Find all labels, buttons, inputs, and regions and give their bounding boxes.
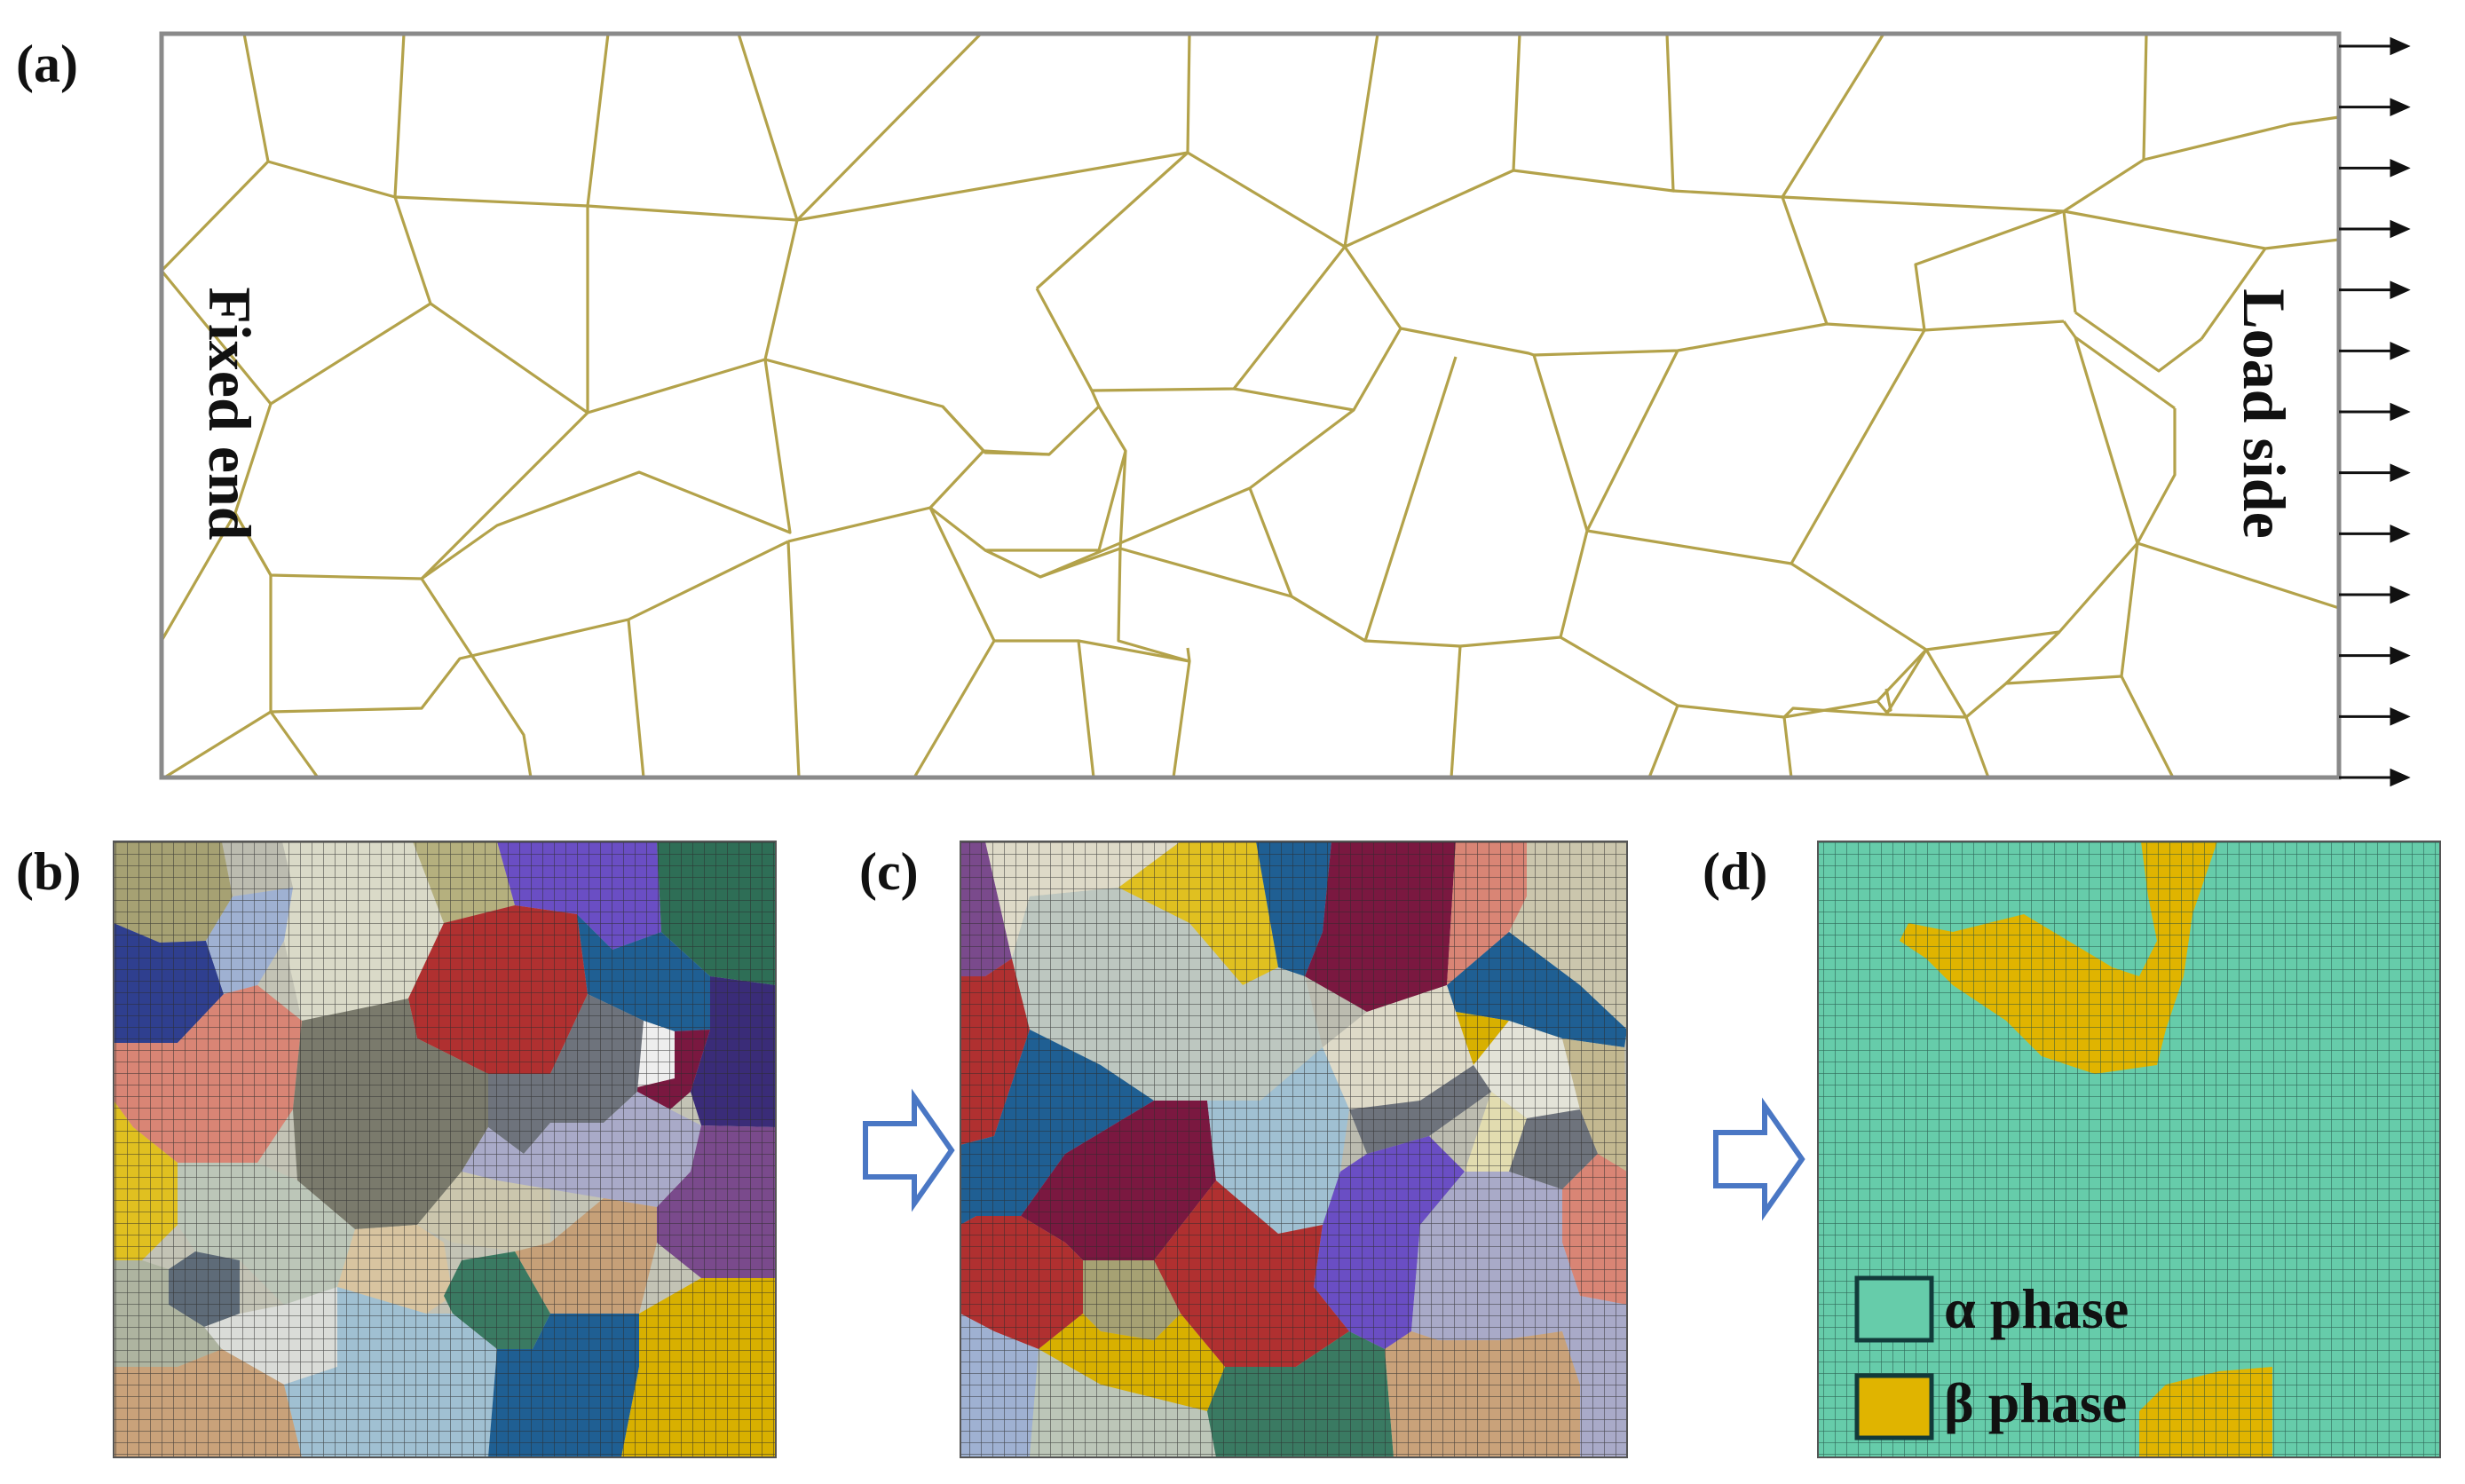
panel-d: (d) α phase β phase <box>1703 841 2441 1458</box>
flow-arrow-icon <box>1713 1097 1805 1221</box>
panel-a-frame <box>159 31 2342 780</box>
load-arrow-icon <box>2390 646 2411 665</box>
panel-c-mesh <box>960 841 1627 1457</box>
load-arrow-icon <box>2390 768 2411 787</box>
load-arrow-icon <box>2390 280 2411 299</box>
legend-label-alpha: α phase <box>1944 1277 2129 1340</box>
grain-boundaries <box>162 34 2339 778</box>
panel-b-mesh <box>114 841 776 1457</box>
load-arrow-icon <box>2390 219 2411 239</box>
panel-c-frame <box>960 841 1628 1458</box>
panel-c: (c) <box>859 841 1628 1458</box>
panel-a: (a) <box>16 31 2411 787</box>
load-arrow-icon <box>2390 159 2411 178</box>
load-arrow-icon <box>2390 342 2411 360</box>
legend-swatch-beta <box>1854 1373 1934 1441</box>
panel-b-label: (b) <box>16 842 81 901</box>
load-side-label: Load side <box>2231 288 2298 539</box>
panel-b: (b) <box>16 841 777 1458</box>
load-arrow-icon <box>2390 707 2411 726</box>
panel-d-label: (d) <box>1703 842 1767 901</box>
load-arrow-icon <box>2390 98 2411 116</box>
panel-d-frame <box>1817 841 2441 1458</box>
load-arrow-icon <box>2390 463 2411 482</box>
load-arrows <box>2339 36 2411 787</box>
panel-a-label: (a) <box>16 35 78 93</box>
panel-c-label: (c) <box>859 842 919 901</box>
legend: α phase β phase <box>1854 1275 2129 1441</box>
panel-b-frame <box>113 841 777 1458</box>
load-arrow-icon <box>2390 36 2411 56</box>
load-arrow-icon <box>2390 585 2411 604</box>
legend-label-beta: β phase <box>1944 1371 2127 1434</box>
flow-arrow-icon <box>863 1088 955 1212</box>
panel-a-background <box>162 34 2339 778</box>
panel-d-mesh <box>1818 841 2440 1457</box>
load-arrow-icon <box>2390 402 2411 422</box>
load-arrow-icon <box>2390 525 2411 543</box>
legend-swatch-alpha <box>1854 1275 1934 1343</box>
fixed-end-label: Fixed end <box>196 287 264 540</box>
